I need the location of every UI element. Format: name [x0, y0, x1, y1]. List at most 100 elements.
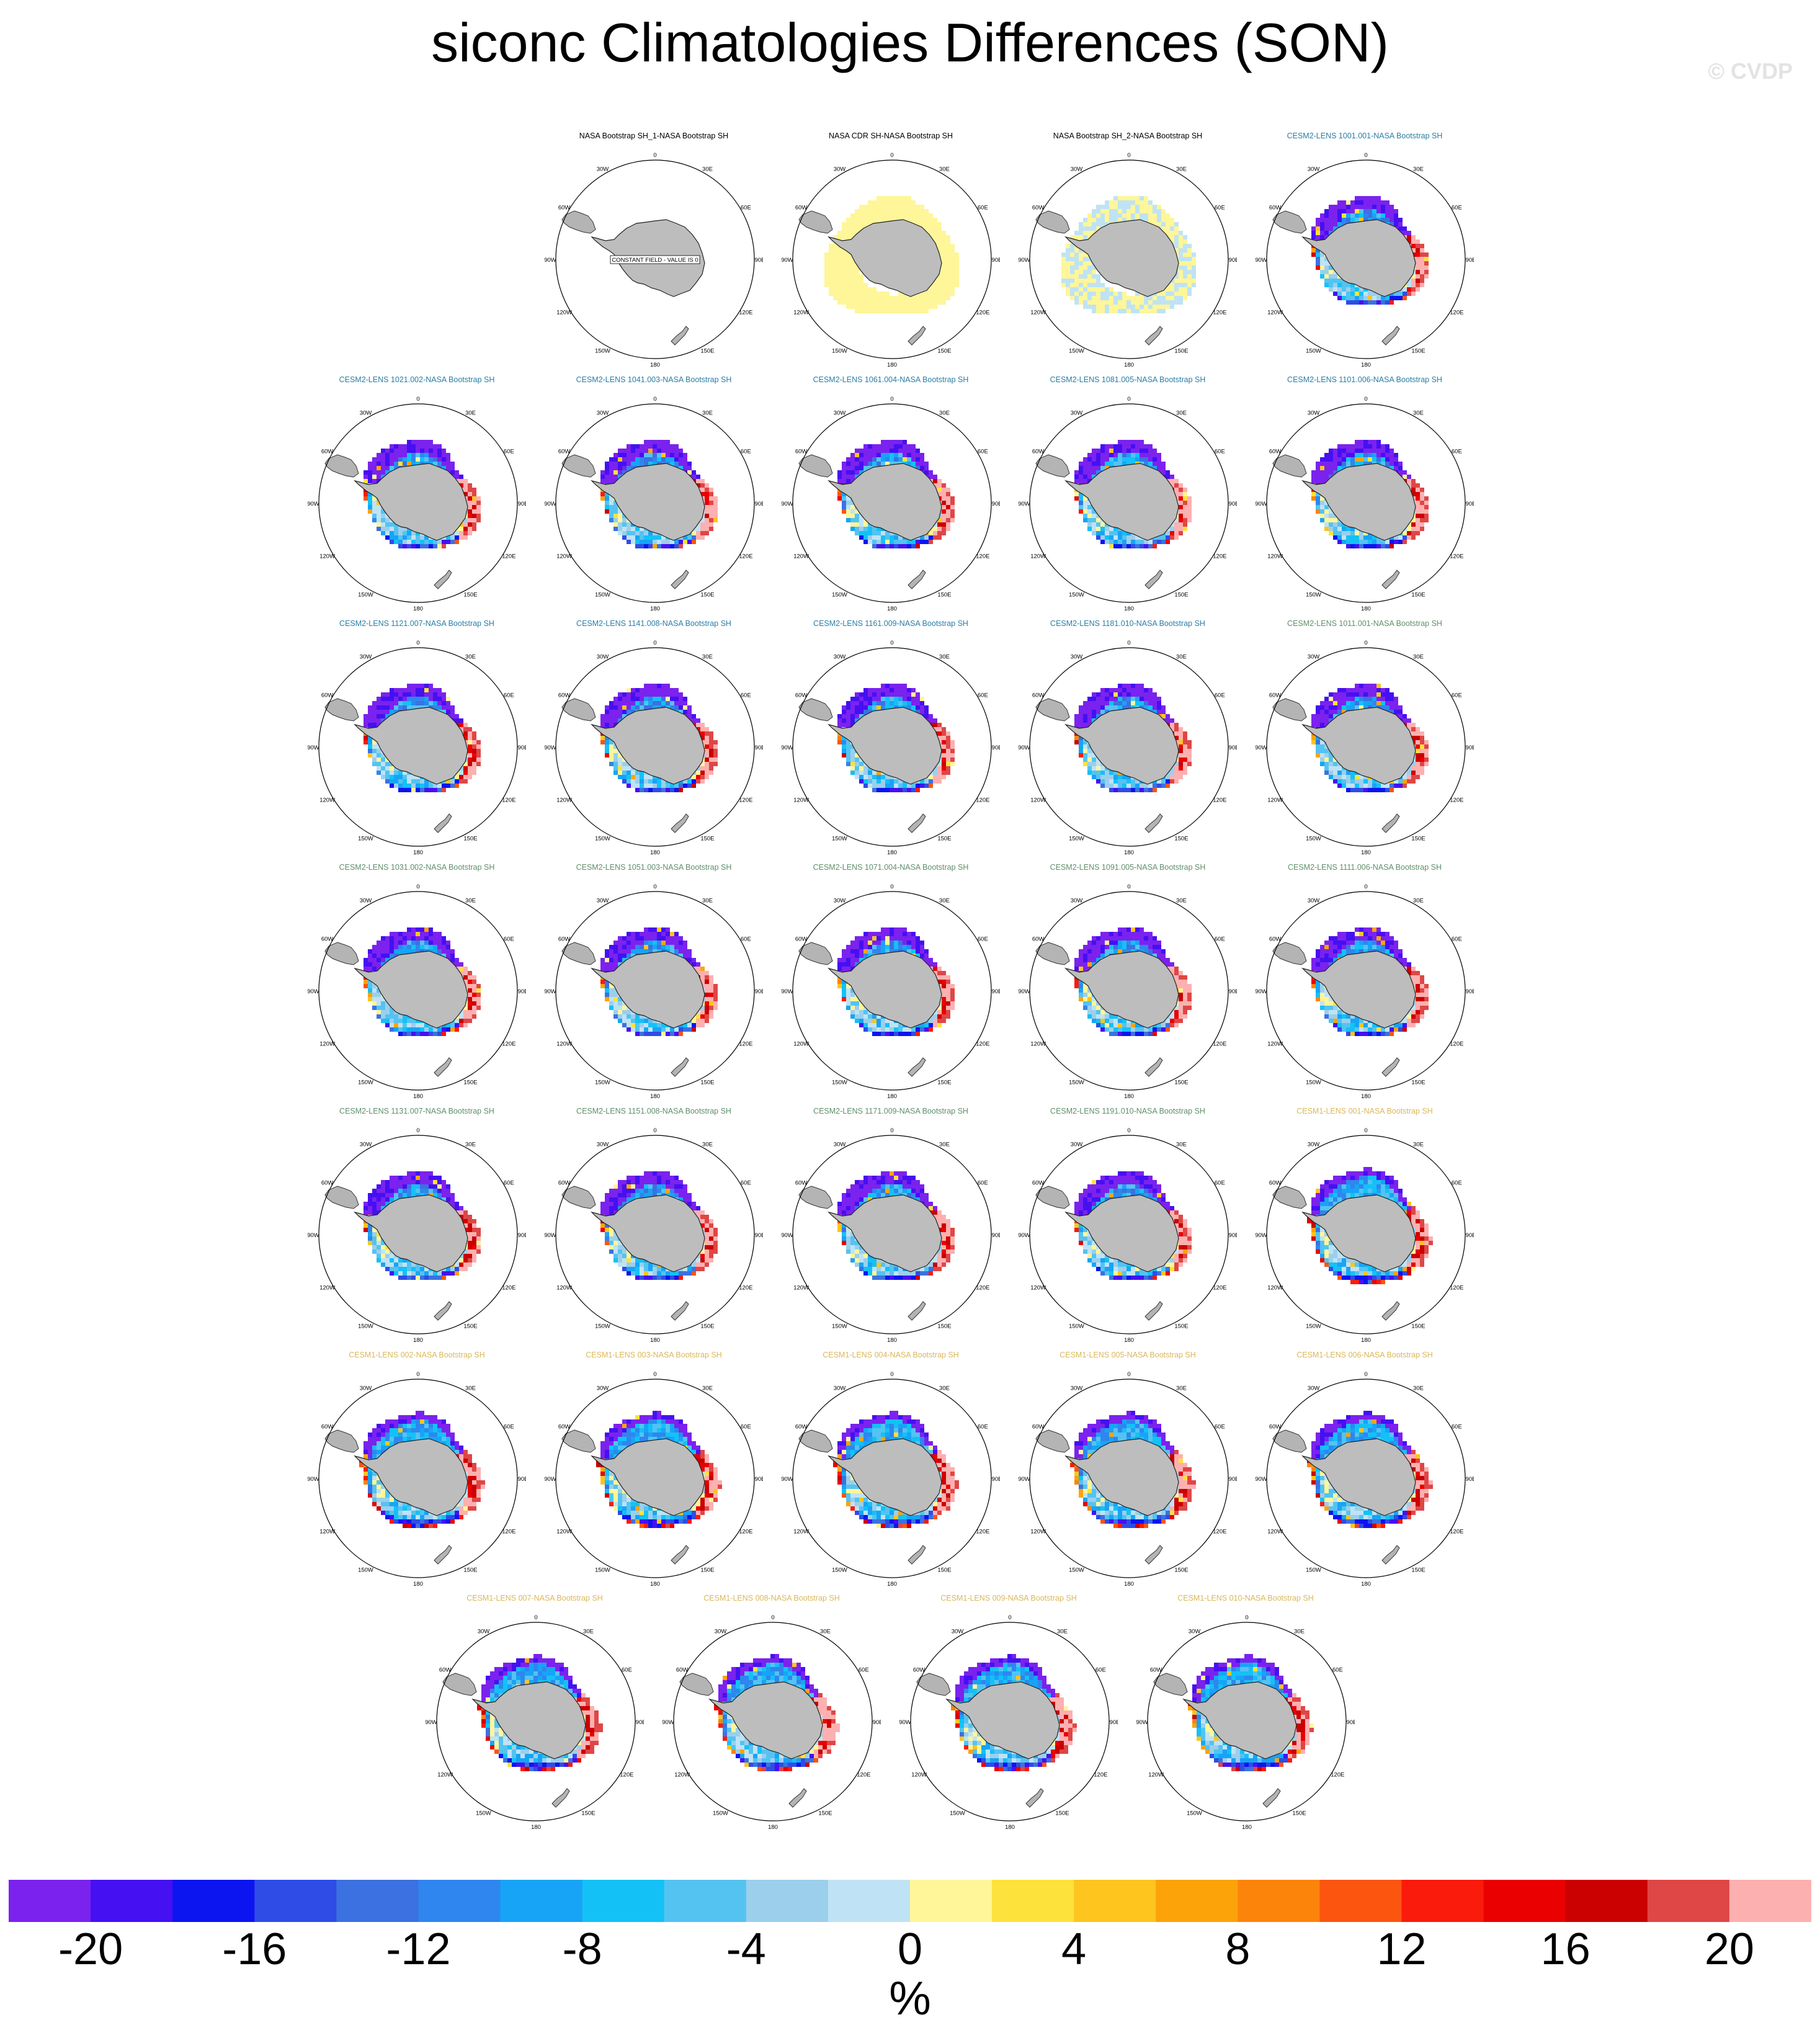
grid-cell [1333, 470, 1337, 475]
grid-cell [407, 688, 411, 692]
grid-cell [1170, 522, 1174, 527]
grid-cell [1359, 205, 1363, 209]
grid-cell [687, 705, 692, 710]
grid-cell [661, 440, 666, 444]
grid-cell [1316, 261, 1320, 266]
grid-cell [863, 213, 868, 218]
grid-cell [1074, 279, 1079, 283]
grid-cell [381, 509, 385, 514]
grid-cell [846, 509, 850, 514]
grid-cell [881, 292, 885, 296]
grid-cell [1096, 453, 1100, 457]
grid-cell [411, 788, 416, 792]
grid-cell [1096, 205, 1100, 209]
grid-cell [705, 522, 709, 527]
grid-cell [364, 736, 368, 740]
grid-cell [1424, 253, 1429, 257]
longitude-label: 60W [558, 449, 571, 455]
grid-cell [950, 509, 955, 514]
grid-cell [890, 296, 894, 300]
grid-cell [846, 274, 850, 279]
grid-cell [1416, 488, 1420, 492]
grid-cell [1320, 509, 1324, 514]
grid-cell [1087, 479, 1092, 483]
grid-cell [885, 309, 890, 313]
grid-cell [872, 309, 877, 313]
grid-cell [1087, 261, 1092, 266]
longitude-label: 150W [358, 591, 373, 598]
grid-cell [955, 261, 959, 266]
grid-cell [1083, 218, 1087, 222]
grid-cell [881, 305, 885, 309]
grid-cell [1192, 279, 1196, 283]
grid-cell [1337, 222, 1342, 226]
grid-cell [868, 309, 872, 313]
grid-cell [661, 535, 666, 540]
grid-cell [455, 540, 459, 544]
grid-cell [613, 479, 618, 483]
grid-cell [613, 714, 618, 718]
grid-cell [416, 544, 420, 548]
grid-cell [898, 449, 903, 453]
grid-cell [420, 788, 424, 792]
grid-cell [850, 261, 855, 266]
grid-cell [911, 462, 916, 466]
grid-cell [894, 544, 898, 548]
grid-cell [1087, 505, 1092, 509]
grid-cell [1420, 522, 1424, 527]
grid-cell [713, 509, 718, 514]
south-america-landmass [1272, 454, 1307, 478]
grid-cell [1411, 483, 1416, 488]
grid-cell [1166, 287, 1170, 292]
grid-cell [1416, 518, 1420, 522]
grid-cell [666, 697, 670, 701]
grid-cell [700, 723, 705, 727]
grid-cell [381, 453, 385, 457]
grid-cell [1161, 222, 1166, 226]
grid-cell [420, 688, 424, 692]
grid-cell [450, 779, 455, 784]
grid-cell [627, 527, 631, 531]
grid-cell [1350, 457, 1355, 462]
grid-cell [1333, 283, 1337, 287]
grid-cell [1320, 496, 1324, 501]
grid-cell [890, 305, 894, 309]
grid-cell [1381, 218, 1385, 222]
grid-cell [1342, 457, 1346, 462]
grid-cell [696, 723, 700, 727]
polar-map: 030E60E90E120E150E180150W120W90W60W30W [1256, 152, 1474, 369]
grid-cell [1420, 257, 1424, 261]
grid-cell [1135, 300, 1140, 305]
grid-cell [1355, 300, 1359, 305]
grid-cell [1187, 248, 1192, 253]
grid-cell [829, 253, 833, 257]
grid-cell [950, 244, 955, 248]
grid-cell [1316, 235, 1320, 239]
grid-cell [1109, 213, 1113, 218]
grid-cell [666, 692, 670, 697]
grid-cell [855, 449, 859, 453]
grid-cell [1416, 501, 1420, 505]
grid-cell [1324, 274, 1329, 279]
grid-cell [613, 514, 618, 518]
grid-cell [385, 531, 390, 535]
grid-cell [674, 457, 679, 462]
grid-cell [1424, 496, 1429, 501]
grid-cell [1316, 509, 1320, 514]
grid-cell [1187, 509, 1192, 514]
grid-cell [1105, 292, 1109, 296]
grid-cell [1324, 279, 1329, 283]
grid-cell [1126, 462, 1131, 466]
grid-cell [1079, 266, 1083, 270]
grid-cell [1066, 253, 1070, 257]
grid-cell [937, 244, 942, 248]
grid-cell [855, 309, 859, 313]
grid-cell [842, 274, 846, 279]
grid-cell [1170, 479, 1174, 483]
grid-cell [1420, 279, 1424, 283]
grid-cell [1416, 270, 1420, 274]
grid-cell [1092, 279, 1096, 283]
grid-cell [1105, 200, 1109, 205]
grid-cell [846, 266, 850, 270]
grid-cell [846, 475, 850, 479]
